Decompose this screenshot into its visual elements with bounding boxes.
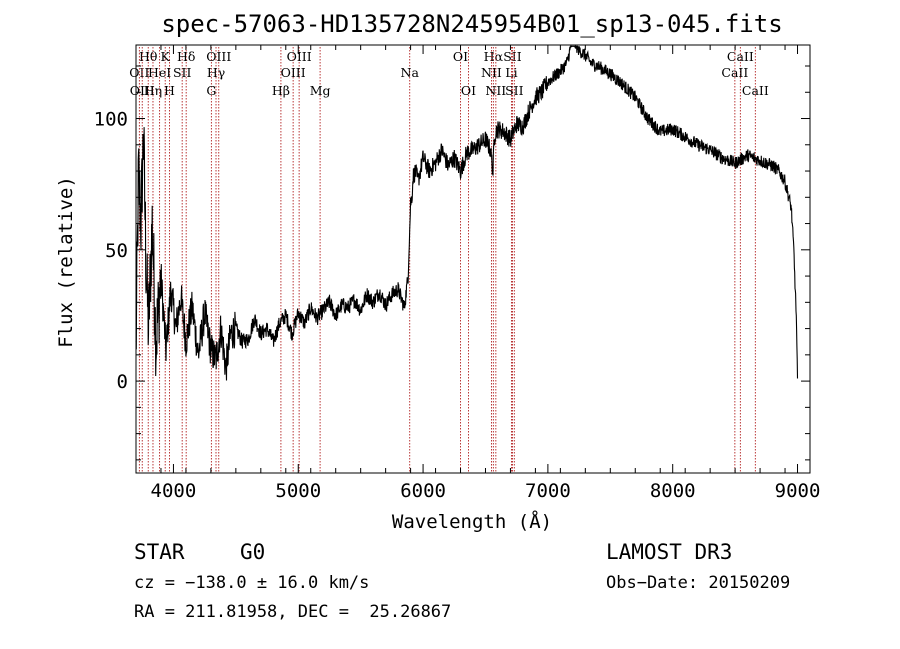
chart-title: spec-57063-HD135728N245954B01_sp13-045.f… (161, 10, 782, 38)
spectrum-series-line (135, 44, 799, 381)
line-label-13: OIII (281, 65, 306, 80)
line-label-9: OIII (206, 49, 231, 64)
line-label-10: Hγ (207, 65, 225, 80)
line-label-20: SII (503, 49, 522, 64)
plot-frame (135, 44, 811, 474)
line-label-5: H (164, 83, 175, 98)
line-label-14: Hβ (272, 83, 290, 98)
x-tick-label-5: 9000 (775, 480, 821, 502)
x-tick-label-1: 5000 (275, 480, 321, 502)
x-axis-label: Wavelength (Å) (392, 510, 552, 533)
ra-dec-coordinates: RA = 211.81958, DEC = 25.26867 (134, 602, 452, 622)
y-axis-label: Flux (relative) (55, 176, 77, 348)
line-label-12: OIII (287, 49, 312, 64)
line-label-19: Hα (484, 49, 504, 64)
x-tick-label-4: 8000 (650, 480, 696, 502)
redshift-cz: cz = −138.0 ± 16.0 km/s (134, 573, 370, 593)
line-label-0: Hθ (139, 49, 157, 64)
object-subclass: G0 (240, 540, 266, 564)
x-tick-label-2: 6000 (400, 480, 446, 502)
object-class: STAR (134, 540, 185, 564)
line-label-6: HeI (148, 65, 171, 80)
line-label-15: Mg (310, 83, 331, 98)
x-tick-label-0: 4000 (151, 480, 197, 502)
line-label-3: Hη (144, 83, 162, 98)
line-label-8: Hδ (177, 49, 195, 64)
line-label-22: Li (505, 65, 517, 80)
line-label-7: SII (173, 65, 192, 80)
x-tick-label-3: 7000 (525, 480, 571, 502)
survey-name: LAMOST DR3 (606, 540, 733, 564)
line-label-27: CaII (742, 83, 769, 98)
y-tick-label-1: 50 (105, 240, 128, 262)
line-label-18: OI (461, 83, 476, 98)
line-label-24: SII (505, 83, 524, 98)
line-label-25: CaII (727, 49, 754, 64)
y-tick-label-2: 100 (94, 109, 128, 131)
line-label-26: CaII (721, 65, 748, 80)
line-label-16: Na (401, 65, 420, 80)
y-tick-label-0: 0 (117, 371, 128, 393)
spectrum-chart: spec-57063-HD135728N245954B01_sp13-045.f… (55, 10, 821, 533)
line-label-21: NII (481, 65, 502, 80)
line-label-23: NII (485, 83, 506, 98)
axis-ticks: 4000 5000 6000 7000 8000 9000 0 50 100 (94, 45, 821, 502)
observation-date: Obs−Date: 20150209 (606, 573, 791, 593)
line-label-1: OII (129, 65, 149, 80)
line-label-17: OI (453, 49, 468, 64)
line-label-11: G (206, 83, 216, 98)
line-label-4: K (161, 49, 171, 64)
